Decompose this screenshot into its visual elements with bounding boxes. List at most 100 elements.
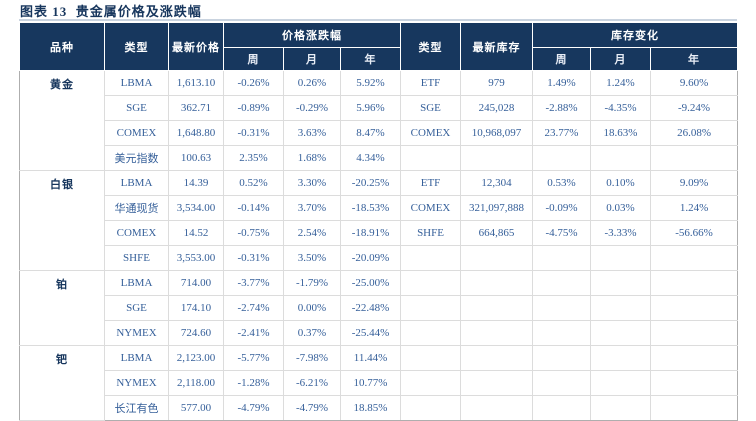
cell-price-month: 2.54%	[283, 220, 341, 246]
header-row-1: 品种 类型 最新价格 价格涨跌幅 类型 最新库存 库存变化	[19, 22, 739, 71]
table-row: NYMEX 2,118.00 -1.28% -6.21% 10.77%	[20, 370, 739, 396]
cell-price-month: 3.50%	[283, 245, 341, 271]
cell-price-week: -0.31%	[223, 245, 284, 271]
variety-cell-gold: 黄金	[19, 70, 105, 171]
cell-inventory	[460, 245, 534, 271]
cell-price-year: 4.34%	[339, 145, 402, 171]
cell-price: 577.00	[168, 395, 224, 421]
cell-price-month: 3.70%	[283, 195, 341, 221]
header-inv-year: 年	[650, 47, 739, 71]
cell-price: 1,648.80	[168, 120, 224, 146]
cell-inv-month: 0.03%	[590, 195, 652, 221]
cell-inv-month	[590, 320, 652, 346]
cell-inv-week	[532, 370, 592, 396]
table-row: SGE 174.10 -2.74% 0.00% -22.48%	[20, 295, 739, 321]
header-row-2: 周 月 年 周 月 年	[20, 47, 739, 71]
cell-price: 100.63	[168, 145, 224, 171]
variety-cell-platinum: 铂	[19, 270, 105, 346]
cell-inv-week: -2.88%	[532, 95, 592, 121]
cell-price-year: -20.09%	[339, 245, 402, 271]
header-latest-price: 最新价格	[168, 22, 224, 71]
cell-inventory: 245,028	[460, 95, 534, 121]
cell-inventory: 321,097,888	[460, 195, 534, 221]
cell-inventory	[460, 395, 534, 421]
cell-inv-type: ETF	[400, 170, 462, 196]
cell-inv-month: 18.63%	[590, 120, 652, 146]
cell-price-year: 11.44%	[339, 345, 402, 371]
cell-inv-year	[650, 345, 739, 371]
cell-inv-type: SHFE	[400, 220, 462, 246]
cell-price: 2,123.00	[168, 345, 224, 371]
cell-inv-type	[400, 145, 462, 171]
cell-inv-week: 23.77%	[532, 120, 592, 146]
cell-price-week: 0.52%	[223, 170, 284, 196]
cell-inv-week	[532, 295, 592, 321]
cell-price-month: 1.68%	[283, 145, 341, 171]
cell-inv-month	[590, 270, 652, 296]
cell-type: SHFE	[104, 245, 169, 271]
cell-price-month: -6.21%	[283, 370, 341, 396]
cell-type: COMEX	[104, 120, 169, 146]
cell-inv-type	[400, 270, 462, 296]
cell-price: 724.60	[168, 320, 224, 346]
table-row: COMEX 14.52 -0.75% 2.54% -18.91% SHFE 66…	[20, 220, 739, 246]
cell-inv-year: 1.24%	[650, 195, 739, 221]
table-row: SHFE 3,553.00 -0.31% 3.50% -20.09%	[20, 245, 739, 271]
cell-price: 714.00	[168, 270, 224, 296]
header-inv-week: 周	[532, 47, 592, 71]
cell-price-year: 10.77%	[339, 370, 402, 396]
cell-inventory: 979	[460, 70, 534, 96]
cell-inv-type	[400, 345, 462, 371]
cell-type: SGE	[104, 95, 169, 121]
cell-price: 3,534.00	[168, 195, 224, 221]
cell-inv-month: 0.10%	[590, 170, 652, 196]
header-type: 类型	[104, 22, 169, 71]
cell-inventory: 12,304	[460, 170, 534, 196]
cell-inv-year	[650, 395, 739, 421]
cell-inv-month	[590, 145, 652, 171]
page-title: 图表 13 贵金属价格及涨跌幅	[20, 4, 202, 19]
cell-price: 2,118.00	[168, 370, 224, 396]
cell-inv-month	[590, 395, 652, 421]
cell-price-week: -1.28%	[223, 370, 284, 396]
cell-inv-week	[532, 345, 592, 371]
cell-price-year: 5.92%	[339, 70, 402, 96]
cell-inv-month	[590, 370, 652, 396]
cell-price-year: -18.91%	[339, 220, 402, 246]
cell-inv-type: COMEX	[400, 120, 462, 146]
header-type2: 类型	[400, 22, 462, 71]
cell-price-month: 3.30%	[283, 170, 341, 196]
cell-inv-year: 9.60%	[650, 70, 739, 96]
variety-cell-palladium: 钯	[19, 345, 105, 421]
table-row: 长江有色 577.00 -4.79% -4.79% 18.85%	[20, 395, 739, 421]
cell-inv-year	[650, 270, 739, 296]
cell-inv-week	[532, 245, 592, 271]
cell-inventory	[460, 345, 534, 371]
cell-inventory	[460, 370, 534, 396]
cell-inv-week	[532, 145, 592, 171]
cell-type: LBMA	[104, 70, 169, 96]
cell-type: LBMA	[104, 170, 169, 196]
cell-type: 美元指数	[104, 145, 169, 171]
cell-inventory: 664,865	[460, 220, 534, 246]
cell-price-week: -0.26%	[223, 70, 284, 96]
cell-price-month: 0.00%	[283, 295, 341, 321]
cell-price-month: -0.29%	[283, 95, 341, 121]
cell-inventory	[460, 270, 534, 296]
table-row: 白银 LBMA 14.39 0.52% 3.30% -20.25% ETF 12…	[19, 170, 739, 271]
cell-price-week: -2.74%	[223, 295, 284, 321]
variety-cell-silver: 白银	[19, 170, 105, 271]
table-body: 黄金 LBMA 1,613.10 -0.26% 0.26% 5.92% ETF …	[19, 70, 739, 421]
cell-type: 华通现货	[104, 195, 169, 221]
table-row: NYMEX 724.60 -2.41% 0.37% -25.44%	[20, 320, 739, 346]
cell-inv-week: 1.49%	[532, 70, 592, 96]
cell-price-month: -4.79%	[283, 395, 341, 421]
title-divider	[19, 19, 737, 21]
cell-inv-month: -3.33%	[590, 220, 652, 246]
cell-price-year: -20.25%	[339, 170, 402, 196]
cell-inv-week: -0.09%	[532, 195, 592, 221]
cell-price-month: 0.37%	[283, 320, 341, 346]
cell-price: 14.39	[168, 170, 224, 196]
cell-inv-year	[650, 320, 739, 346]
cell-price: 14.52	[168, 220, 224, 246]
